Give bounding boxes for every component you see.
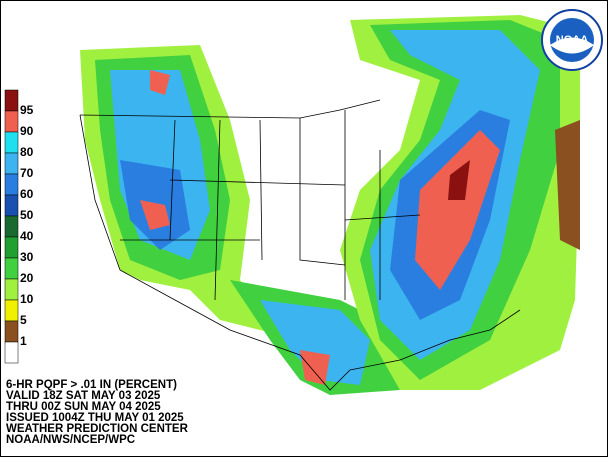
- legend-swatch: [4, 194, 19, 217]
- legend-swatch: [4, 257, 19, 280]
- legend-label: 60: [20, 187, 34, 201]
- caption: 6-HR PQPF > .01 IN (PERCENT)VALID 18Z SA…: [6, 379, 189, 446]
- legend-label: 50: [20, 208, 34, 222]
- legend-label: 5: [20, 313, 27, 327]
- legend-swatch: [4, 299, 19, 322]
- legend-swatch: [4, 173, 19, 196]
- legend: 95 90 80 70 60 50 40 30 20 10 5 1: [4, 89, 34, 364]
- boundaries: [79, 99, 521, 391]
- legend-label: 1: [20, 334, 27, 348]
- legend-swatch: [4, 236, 19, 259]
- noaa-logo: NOAA: [541, 9, 603, 71]
- caption-line: WEATHER PREDICTION CENTER: [6, 423, 189, 435]
- legend-swatch: [4, 320, 19, 343]
- legend-label: 80: [20, 145, 34, 159]
- legend-swatch: [4, 152, 19, 175]
- legend-swatch: [4, 131, 19, 154]
- legend-swatch: [4, 89, 19, 112]
- legend-swatch: [4, 341, 19, 364]
- legend-label: 70: [20, 166, 34, 180]
- caption-line: 6-HR PQPF > .01 IN (PERCENT): [6, 379, 177, 391]
- legend-label: 90: [20, 124, 34, 138]
- logo-text: NOAA: [556, 34, 588, 46]
- legend-label: 10: [20, 292, 34, 306]
- legend-label: 40: [20, 229, 34, 243]
- caption-line: THRU 00Z SUN MAY 04 2025: [6, 401, 161, 413]
- caption-line: ISSUED 1004Z THU MAY 01 2025: [6, 412, 184, 424]
- caption-line: NOAA/NWS/NCEP/WPC: [6, 434, 135, 446]
- legend-label: 20: [20, 271, 34, 285]
- legend-label: 95: [20, 103, 34, 117]
- legend-swatch: [4, 215, 19, 238]
- legend-swatch: [4, 110, 19, 133]
- legend-swatch: [4, 278, 19, 301]
- precip-field: [80, 15, 580, 395]
- legend-label: 30: [20, 250, 34, 264]
- caption-line: VALID 18Z SAT MAY 03 2025: [6, 390, 161, 402]
